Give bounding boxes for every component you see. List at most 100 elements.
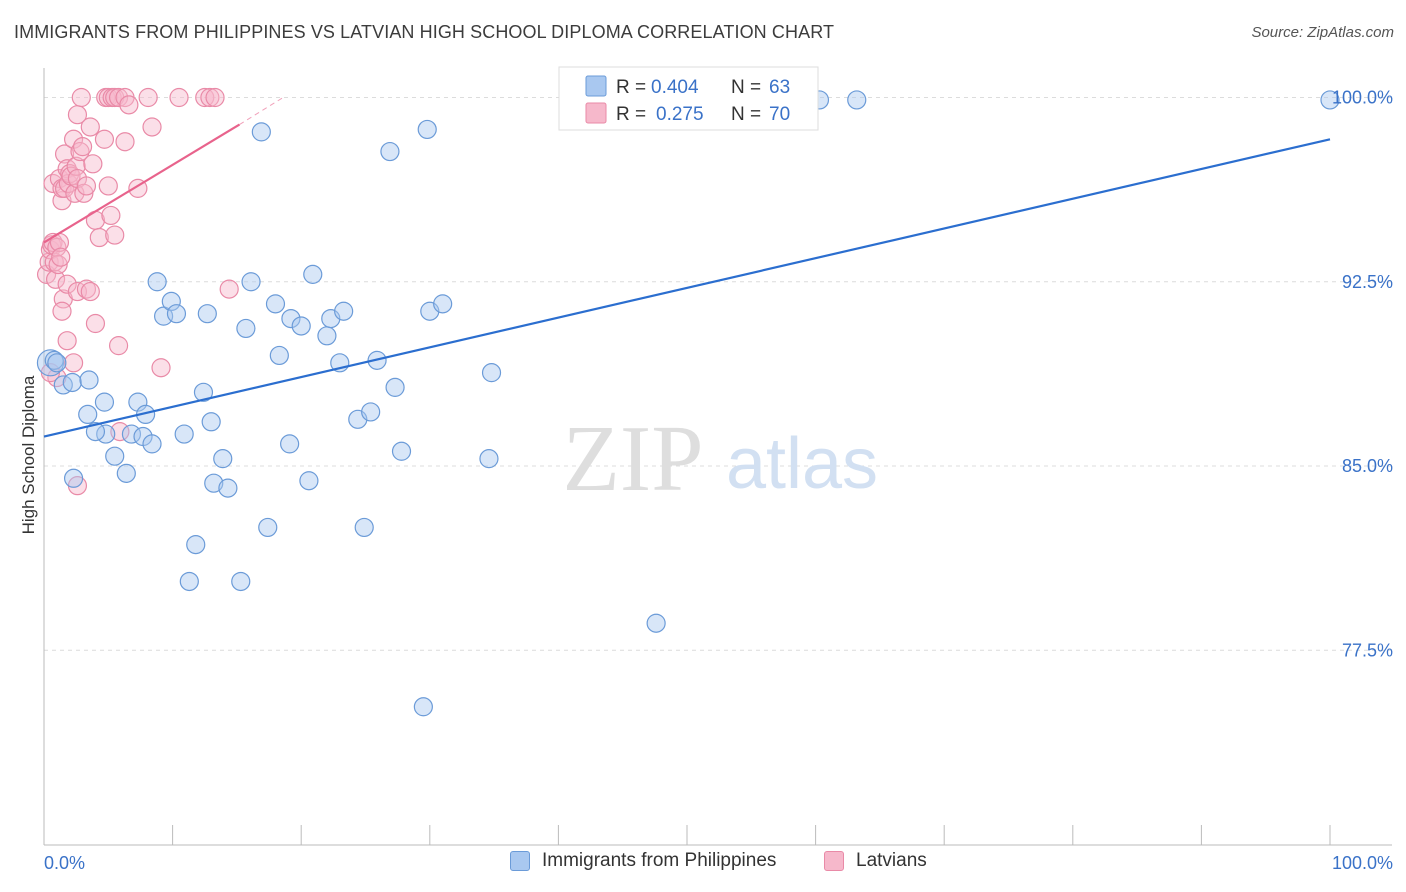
pink-point (110, 422, 130, 442)
pink-point (45, 269, 66, 289)
pink-point (70, 141, 90, 162)
blue-point (186, 535, 206, 555)
blue-point (142, 434, 162, 454)
pink-point (115, 132, 135, 152)
blue-point (174, 424, 194, 444)
blue-point (361, 402, 381, 422)
blue-point (280, 434, 300, 454)
blue-point (197, 304, 217, 324)
pink-point (89, 227, 109, 248)
blue-point (646, 613, 666, 633)
pink-point (85, 313, 106, 334)
blue-point (201, 412, 221, 432)
blue-point (47, 353, 67, 373)
y-tick-label-0: 77.5% (1342, 640, 1393, 660)
blue-point (128, 392, 148, 412)
blue-point (204, 473, 224, 493)
pink-point (83, 154, 103, 174)
blue-point (94, 392, 115, 412)
pink-point (105, 225, 125, 245)
blue-point (231, 571, 251, 592)
blue-point (44, 350, 64, 370)
legend-n-value-latvians: 70 (769, 104, 790, 125)
pink-point (72, 137, 93, 157)
pink-point (108, 87, 129, 108)
legend-r-label-latvians: R = (616, 104, 646, 125)
legend-label-philippines: Immigrants from Philippines (542, 850, 777, 871)
blue-point (479, 449, 499, 469)
pink-point (101, 205, 121, 226)
blue-point (413, 697, 433, 717)
blue-point (166, 304, 187, 324)
blue-point (147, 272, 167, 292)
blue-point (116, 463, 136, 483)
pink-point (57, 274, 77, 294)
y-axis-label: High School Diploma (19, 375, 38, 534)
pink-point (48, 254, 68, 275)
blue-point (385, 377, 405, 397)
legend-item-latvians[interactable]: Latvians (824, 850, 927, 872)
blue-point (317, 326, 337, 346)
pink-point (43, 173, 63, 194)
legend-label-latvians: Latvians (856, 850, 927, 871)
pink-point (200, 87, 220, 108)
blue-point (265, 294, 286, 314)
blue-point (241, 272, 261, 292)
legend-n-label-philippines: N = (731, 77, 761, 98)
pink-point (54, 144, 75, 164)
pink-point (195, 87, 215, 108)
pink-point (98, 176, 118, 196)
blue-point (213, 449, 233, 469)
pink-point (80, 281, 100, 302)
pink-point (108, 336, 129, 356)
blue-point (121, 424, 142, 444)
legend-n-value-philippines: 63 (769, 77, 790, 98)
legend-item-philippines[interactable]: Immigrants from Philippines (510, 850, 776, 872)
legend-r-value-latvians: 0.275 (656, 104, 704, 125)
watermark-zip: ZIP (563, 407, 704, 511)
series-legend: Immigrants from Philippines Latvians (0, 850, 1406, 880)
pink-point (138, 87, 158, 108)
y-tick-label-2: 92.5% (1342, 272, 1393, 292)
blue-point (251, 122, 271, 142)
source-label: Source: ZipAtlas.com (1251, 24, 1394, 41)
legend-r-value-philippines: 0.404 (651, 77, 699, 98)
blue-point (433, 294, 453, 314)
pink-point (66, 156, 86, 176)
legend-swatch-latvians (585, 102, 607, 124)
blue-point (62, 372, 82, 393)
chart-title: IMMIGRANTS FROM PHILIPPINES VS LATVIAN H… (14, 22, 835, 42)
blue-point (291, 316, 311, 336)
trend-line-philippines (43, 138, 1331, 438)
y-tick-label-3: 100.0% (1332, 88, 1393, 108)
pink-point (74, 183, 94, 203)
blue-point (417, 119, 437, 140)
blue-point (380, 141, 400, 162)
pink-point (71, 87, 91, 108)
pink-point (169, 87, 189, 108)
pink-point (52, 301, 72, 321)
blue-point (334, 301, 354, 321)
blue-point (79, 370, 99, 390)
axis-labels: 77.5% 85.0% 92.5% 100.0% 0.0% 100.0% (44, 88, 1393, 874)
legend-r-label-philippines: R = (616, 77, 646, 98)
x-tick-label-1: 100.0% (1332, 853, 1393, 873)
pink-point (67, 105, 88, 125)
blue-point (85, 422, 106, 442)
pink-point (151, 358, 171, 378)
blue-point (161, 291, 181, 312)
pink-point (205, 87, 225, 108)
pink-point (80, 117, 100, 137)
trend-line-latvians-extension (239, 97, 284, 125)
legend-n-label-latvians: N = (731, 104, 761, 125)
blue-point (105, 446, 125, 466)
blue-point (481, 363, 502, 383)
blue-point (193, 382, 214, 402)
blue-point (258, 517, 278, 538)
legend-swatch-blue (510, 851, 530, 871)
blue-point (303, 264, 323, 284)
pink-point (142, 117, 162, 137)
trend-lines (43, 97, 1331, 438)
x-tick-label-0: 0.0% (44, 853, 85, 873)
